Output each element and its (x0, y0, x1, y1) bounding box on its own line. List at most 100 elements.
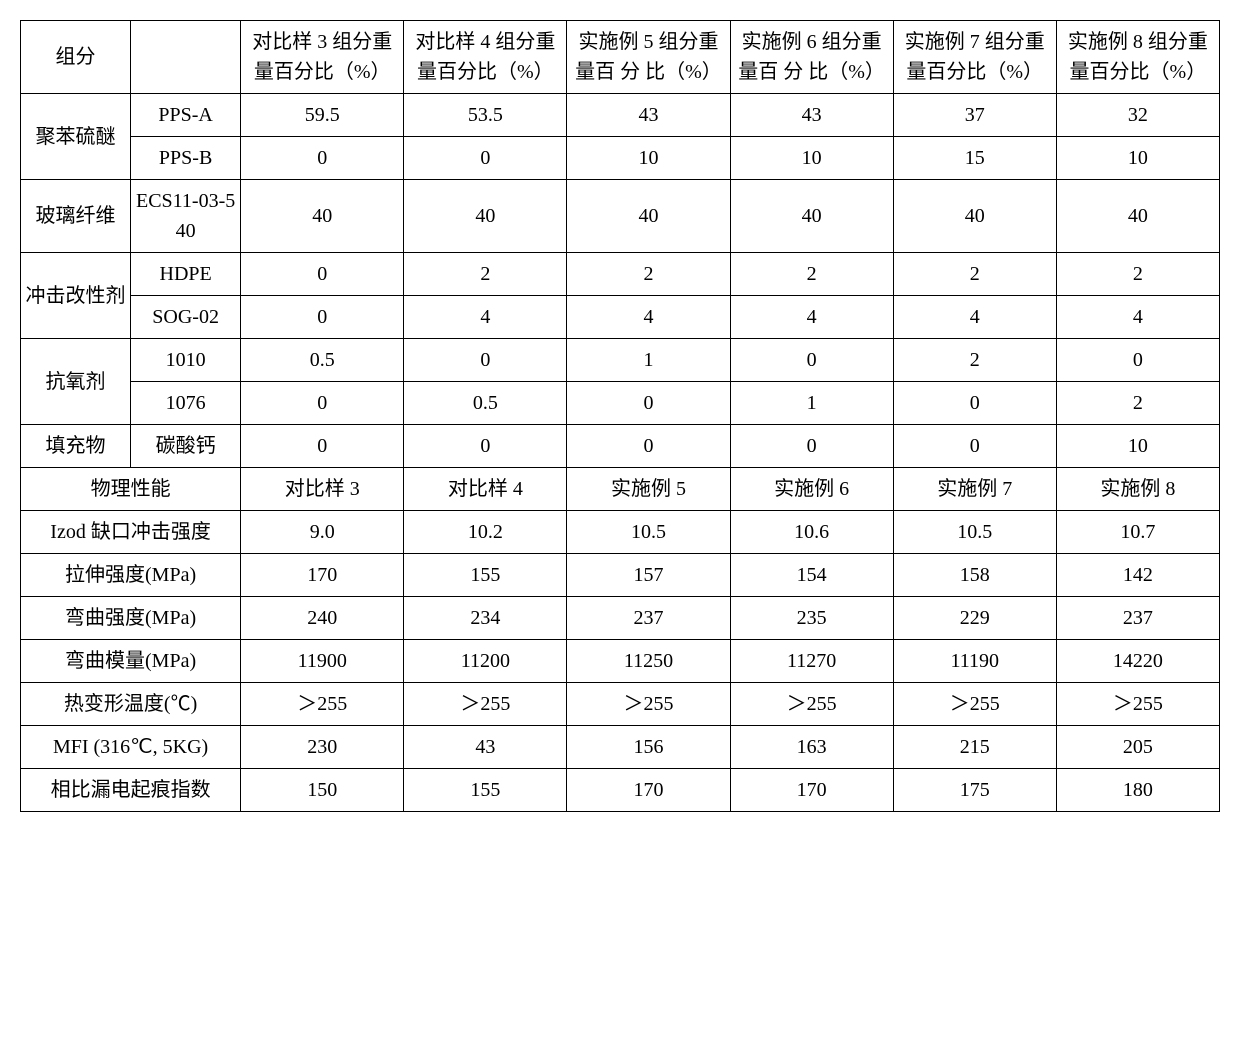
phys-header-c4: 对比样 4 (404, 468, 567, 511)
table-row: 弯曲强度(MPa) 240 234 237 235 229 237 (21, 597, 1220, 640)
table-row: 填充物 碳酸钙 0 0 0 0 0 10 (21, 425, 1220, 468)
cell: 4 (730, 296, 893, 339)
cell: 4 (404, 296, 567, 339)
cell: 15 (893, 137, 1056, 180)
cell: 170 (567, 769, 730, 812)
phys-header-c5: 实施例 5 (567, 468, 730, 511)
cell: 2 (567, 253, 730, 296)
cell: 11190 (893, 640, 1056, 683)
cell: 237 (1056, 597, 1219, 640)
table-row: MFI (316℃, 5KG) 230 43 156 163 215 205 (21, 726, 1220, 769)
sub-1076: 1076 (131, 382, 241, 425)
cell: 0 (404, 339, 567, 382)
cell: 205 (1056, 726, 1219, 769)
cell: 10.5 (567, 511, 730, 554)
header-col5: 实施例 5 组分重量百 分 比（%） (567, 21, 730, 94)
cell: 240 (241, 597, 404, 640)
cell: 10 (730, 137, 893, 180)
cell: 2 (404, 253, 567, 296)
cell: 155 (404, 554, 567, 597)
cell: 0 (241, 296, 404, 339)
group-antiox: 抗氧剂 (21, 339, 131, 425)
cell: 175 (893, 769, 1056, 812)
cell: 40 (1056, 180, 1219, 253)
cell: 2 (730, 253, 893, 296)
cell: 0.5 (404, 382, 567, 425)
cell: 10.7 (1056, 511, 1219, 554)
cell: 2 (893, 339, 1056, 382)
table-row: 相比漏电起痕指数 150 155 170 170 175 180 (21, 769, 1220, 812)
cell: 10 (1056, 425, 1219, 468)
sub-1010: 1010 (131, 339, 241, 382)
data-table: 组分 对比样 3 组分重量百分比（%） 对比样 4 组分重量百分比（%） 实施例… (20, 20, 1220, 812)
cell: 59.5 (241, 94, 404, 137)
cell: 170 (241, 554, 404, 597)
cell: 150 (241, 769, 404, 812)
cell: 1 (730, 382, 893, 425)
table-row: Izod 缺口冲击强度 9.0 10.2 10.5 10.6 10.5 10.7 (21, 511, 1220, 554)
cell: 10 (1056, 137, 1219, 180)
table-row: 热变形温度(℃) ＞255 ＞255 ＞255 ＞255 ＞255 ＞255 (21, 683, 1220, 726)
cell: 43 (404, 726, 567, 769)
sub-caco3: 碳酸钙 (131, 425, 241, 468)
cell: 10 (567, 137, 730, 180)
group-impact: 冲击改性剂 (21, 253, 131, 339)
cell: 4 (893, 296, 1056, 339)
cell: ＞255 (567, 683, 730, 726)
cell: 235 (730, 597, 893, 640)
cell: 0 (241, 382, 404, 425)
cell: 154 (730, 554, 893, 597)
sub-ppsa: PPS-A (131, 94, 241, 137)
cell: 234 (404, 597, 567, 640)
cell: ＞255 (730, 683, 893, 726)
cell: 40 (730, 180, 893, 253)
sub-hdpe: HDPE (131, 253, 241, 296)
cell: 142 (1056, 554, 1219, 597)
cell: 0 (893, 382, 1056, 425)
cell: 230 (241, 726, 404, 769)
phys-header-c6: 实施例 6 (730, 468, 893, 511)
cell: 157 (567, 554, 730, 597)
header-col8: 实施例 8 组分重量百分比（%） (1056, 21, 1219, 94)
phys-header-c8: 实施例 8 (1056, 468, 1219, 511)
phys-mfi-label: MFI (316℃, 5KG) (21, 726, 241, 769)
phys-hdt-label: 热变形温度(℃) (21, 683, 241, 726)
cell: 0 (567, 382, 730, 425)
table-row: SOG-02 0 4 4 4 4 4 (21, 296, 1220, 339)
cell: 10.5 (893, 511, 1056, 554)
cell: 40 (567, 180, 730, 253)
cell: 1 (567, 339, 730, 382)
cell: ＞255 (893, 683, 1056, 726)
group-pps: 聚苯硫醚 (21, 94, 131, 180)
header-col6: 实施例 6 组分重量百 分 比（%） (730, 21, 893, 94)
sub-sog: SOG-02 (131, 296, 241, 339)
cell: 163 (730, 726, 893, 769)
cell: 14220 (1056, 640, 1219, 683)
header-component: 组分 (21, 21, 131, 94)
phys-flexm-label: 弯曲模量(MPa) (21, 640, 241, 683)
cell: 11900 (241, 640, 404, 683)
cell: 10.2 (404, 511, 567, 554)
cell: 11250 (567, 640, 730, 683)
cell: 40 (404, 180, 567, 253)
cell: 0 (730, 339, 893, 382)
cell: 43 (567, 94, 730, 137)
cell: 11270 (730, 640, 893, 683)
header-col3: 对比样 3 组分重量百分比（%） (241, 21, 404, 94)
table-row: 聚苯硫醚 PPS-A 59.5 53.5 43 43 37 32 (21, 94, 1220, 137)
phys-flexs-label: 弯曲强度(MPa) (21, 597, 241, 640)
cell: 0 (404, 425, 567, 468)
cell: 158 (893, 554, 1056, 597)
cell: 2 (1056, 382, 1219, 425)
cell: 0.5 (241, 339, 404, 382)
cell: ＞255 (241, 683, 404, 726)
cell: 4 (1056, 296, 1219, 339)
cell: 0 (730, 425, 893, 468)
cell: 215 (893, 726, 1056, 769)
cell: 229 (893, 597, 1056, 640)
table-row: PPS-B 0 0 10 10 15 10 (21, 137, 1220, 180)
cell: 40 (893, 180, 1056, 253)
cell: 37 (893, 94, 1056, 137)
cell: ＞255 (1056, 683, 1219, 726)
cell: 53.5 (404, 94, 567, 137)
